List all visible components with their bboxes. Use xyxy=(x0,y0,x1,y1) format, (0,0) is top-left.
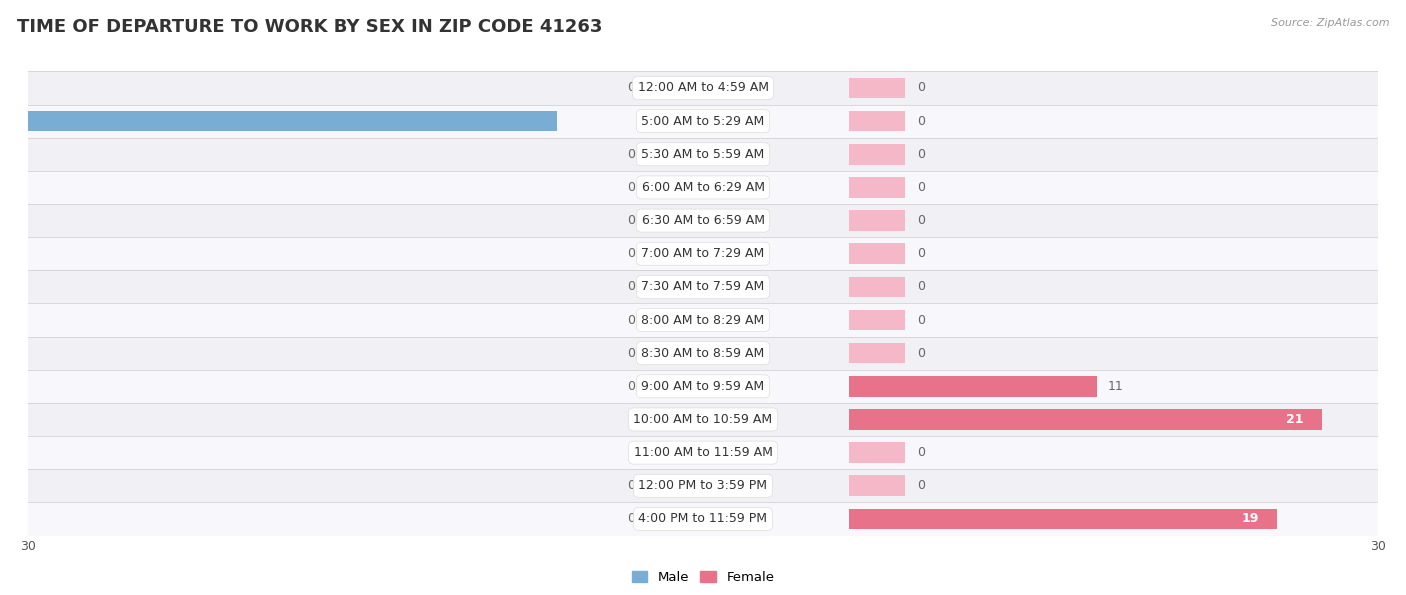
Bar xyxy=(849,343,905,364)
Text: 19: 19 xyxy=(1241,512,1258,525)
Text: 8:00 AM to 8:29 AM: 8:00 AM to 8:29 AM xyxy=(641,314,765,327)
Bar xyxy=(28,337,1378,369)
Bar xyxy=(849,442,905,463)
Text: 0: 0 xyxy=(917,214,925,227)
Text: 0: 0 xyxy=(917,480,925,492)
Bar xyxy=(849,475,905,496)
Text: 0: 0 xyxy=(627,413,636,426)
Text: 0: 0 xyxy=(627,214,636,227)
Bar xyxy=(849,111,905,131)
Bar xyxy=(849,509,1277,529)
Text: 0: 0 xyxy=(627,314,636,327)
Text: 0: 0 xyxy=(917,347,925,359)
Bar xyxy=(28,303,1378,337)
Bar xyxy=(849,310,905,330)
Text: 10:00 AM to 10:59 AM: 10:00 AM to 10:59 AM xyxy=(634,413,772,426)
Bar xyxy=(849,277,905,297)
Legend: Male, Female: Male, Female xyxy=(626,565,780,589)
Text: 4:00 PM to 11:59 PM: 4:00 PM to 11:59 PM xyxy=(638,512,768,525)
Text: 0: 0 xyxy=(627,280,636,293)
Text: 0: 0 xyxy=(917,446,925,459)
Text: 0: 0 xyxy=(917,82,925,95)
Text: 9:00 AM to 9:59 AM: 9:00 AM to 9:59 AM xyxy=(641,380,765,393)
Bar xyxy=(849,376,1097,397)
Text: 0: 0 xyxy=(627,148,636,161)
Text: 11:00 AM to 11:59 AM: 11:00 AM to 11:59 AM xyxy=(634,446,772,459)
Bar xyxy=(28,502,1378,536)
Text: 0: 0 xyxy=(627,446,636,459)
Bar xyxy=(28,71,1378,105)
Text: 5:00 AM to 5:29 AM: 5:00 AM to 5:29 AM xyxy=(641,115,765,127)
Bar xyxy=(28,137,1378,171)
Bar xyxy=(849,144,905,165)
Text: 6:30 AM to 6:59 AM: 6:30 AM to 6:59 AM xyxy=(641,214,765,227)
Bar xyxy=(28,171,1378,204)
Bar xyxy=(849,243,905,264)
Text: 0: 0 xyxy=(917,280,925,293)
Text: 8:30 AM to 8:59 AM: 8:30 AM to 8:59 AM xyxy=(641,347,765,359)
Text: 12:00 AM to 4:59 AM: 12:00 AM to 4:59 AM xyxy=(637,82,769,95)
Text: 0: 0 xyxy=(917,314,925,327)
Text: 7:00 AM to 7:29 AM: 7:00 AM to 7:29 AM xyxy=(641,248,765,260)
Text: 0: 0 xyxy=(627,512,636,525)
Bar xyxy=(849,409,1322,430)
Bar xyxy=(28,237,1378,270)
Text: 0: 0 xyxy=(627,480,636,492)
Bar xyxy=(28,204,1378,237)
Bar xyxy=(28,270,1378,303)
Text: 5:30 AM to 5:59 AM: 5:30 AM to 5:59 AM xyxy=(641,148,765,161)
Text: 0: 0 xyxy=(917,248,925,260)
Text: 7:30 AM to 7:59 AM: 7:30 AM to 7:59 AM xyxy=(641,280,765,293)
Text: 30: 30 xyxy=(0,115,10,127)
Text: 0: 0 xyxy=(917,115,925,127)
Text: 6:00 AM to 6:29 AM: 6:00 AM to 6:29 AM xyxy=(641,181,765,194)
Bar xyxy=(849,177,905,198)
Bar xyxy=(849,78,905,98)
Text: 0: 0 xyxy=(917,181,925,194)
Bar xyxy=(28,436,1378,469)
Bar xyxy=(28,403,1378,436)
Text: 21: 21 xyxy=(1286,413,1303,426)
Text: 0: 0 xyxy=(917,148,925,161)
Text: 12:00 PM to 3:59 PM: 12:00 PM to 3:59 PM xyxy=(638,480,768,492)
Bar xyxy=(28,111,557,131)
Text: 0: 0 xyxy=(627,181,636,194)
Bar xyxy=(849,210,905,231)
Text: 0: 0 xyxy=(627,248,636,260)
Bar xyxy=(28,469,1378,502)
Text: Source: ZipAtlas.com: Source: ZipAtlas.com xyxy=(1271,18,1389,28)
Bar xyxy=(28,369,1378,403)
Text: 11: 11 xyxy=(1108,380,1123,393)
Text: 0: 0 xyxy=(627,380,636,393)
Text: TIME OF DEPARTURE TO WORK BY SEX IN ZIP CODE 41263: TIME OF DEPARTURE TO WORK BY SEX IN ZIP … xyxy=(17,18,602,36)
Text: 0: 0 xyxy=(627,347,636,359)
Text: 0: 0 xyxy=(627,82,636,95)
Bar xyxy=(28,105,1378,137)
